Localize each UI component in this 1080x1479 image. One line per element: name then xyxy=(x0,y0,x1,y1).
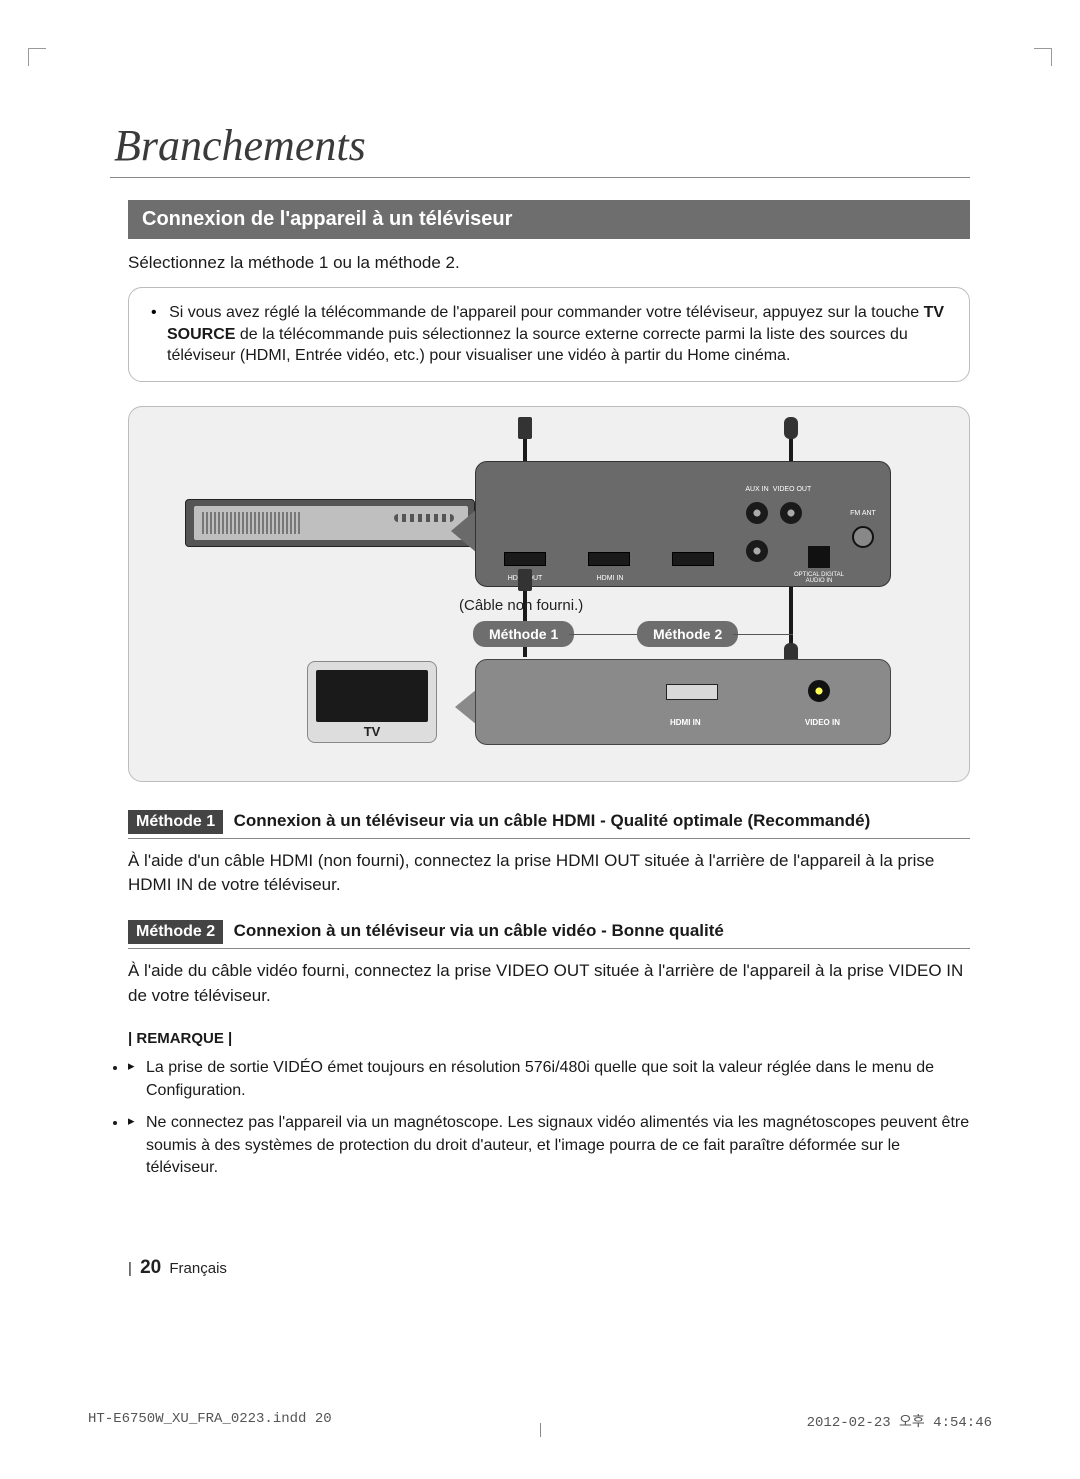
connector-line xyxy=(733,634,793,635)
connection-diagram: HDMI OUT HDMI IN AUX IN VIDEO OUT OPTICA… xyxy=(128,406,970,782)
method1-body: À l'aide d'un câble HDMI (non fourni), c… xyxy=(128,849,970,898)
device-illustration xyxy=(185,499,475,547)
method2-body: À l'aide du câble vidéo fourni, connecte… xyxy=(128,959,970,1008)
method2-tag: Méthode 2 xyxy=(128,920,223,944)
fm-ant-label: FM ANT xyxy=(846,510,880,582)
port-icon xyxy=(672,552,714,566)
callout-arrow-icon xyxy=(455,689,477,725)
optical-label: OPTICAL DIGITAL AUDIO IN xyxy=(790,572,848,584)
tv-hdmi-in-label: HDMI IN xyxy=(670,718,701,727)
crop-mark xyxy=(540,1423,541,1437)
remarks-heading: | REMARQUE | xyxy=(128,1030,970,1047)
tv-hdmi-in-port-icon xyxy=(666,684,718,700)
chapter-title: Branchements xyxy=(110,120,970,178)
remarks-list: La prise de sortie VIDÉO émet toujours e… xyxy=(128,1057,970,1179)
hdmi-in-label: HDMI IN xyxy=(584,575,636,582)
method1-tag: Méthode 1 xyxy=(128,810,223,834)
print-date: 2012-02-23 오후 4:54:46 xyxy=(807,1411,992,1431)
page-content: Branchements Connexion de l'appareil à u… xyxy=(110,120,970,1179)
intro-text: Sélectionnez la méthode 1 ou la méthode … xyxy=(128,253,970,273)
page-language: Français xyxy=(169,1260,227,1277)
tv-video-in-label: VIDEO IN xyxy=(805,718,840,727)
device-vents-icon xyxy=(202,512,302,534)
video-cable-icon xyxy=(789,431,793,461)
method2-title: Connexion à un téléviseur via un câble v… xyxy=(234,921,724,940)
section-heading: Connexion de l'appareil à un téléviseur xyxy=(128,200,970,239)
connector-line xyxy=(569,634,639,635)
tv-rear-panel: HDMI IN VIDEO IN xyxy=(475,659,891,745)
device-rear-panel: HDMI OUT HDMI IN AUX IN VIDEO OUT OPTICA… xyxy=(475,461,891,587)
print-file: HT-E6750W_XU_FRA_0223.indd 20 xyxy=(88,1411,332,1431)
page-number: 20 xyxy=(140,1257,161,1278)
hdmi-out-port-icon xyxy=(504,552,546,566)
tv-screen-icon xyxy=(316,670,428,722)
crop-mark xyxy=(28,48,46,66)
remark-item: Ne connectez pas l'appareil via un magné… xyxy=(128,1112,970,1179)
cable-not-supplied-note: (Câble non fourni.) xyxy=(459,597,583,614)
optical-port-icon xyxy=(808,546,830,568)
video-cable-icon xyxy=(789,587,793,657)
method2-pill: Méthode 2 xyxy=(637,621,738,647)
method1-pill: Méthode 1 xyxy=(473,621,574,647)
method2-heading: Méthode 2 Connexion à un téléviseur via … xyxy=(128,920,970,949)
hdmi-in-port-icon xyxy=(588,552,630,566)
tv-video-in-jack-icon xyxy=(808,680,830,702)
hdmi-cable-icon xyxy=(523,431,527,461)
tv-source-note-box: Si vous avez réglé la télécommande de l'… xyxy=(128,287,970,382)
crop-mark xyxy=(1034,48,1052,66)
aux-jack2-icon xyxy=(746,540,768,562)
tv-label: TV xyxy=(308,724,436,739)
callout-arrow-icon xyxy=(451,509,477,553)
note-part2: de la télécommande puis sélectionnez la … xyxy=(167,326,908,365)
tv-illustration: TV xyxy=(307,661,437,743)
page-footer: | 20 Français xyxy=(128,1257,227,1279)
method1-title: Connexion à un téléviseur via un câble H… xyxy=(234,811,871,830)
tv-source-note: Si vous avez réglé la télécommande de l'… xyxy=(167,302,949,367)
method1-heading: Méthode 1 Connexion à un téléviseur via … xyxy=(128,810,970,839)
note-part1: Si vous avez réglé la télécommande de l'… xyxy=(169,304,924,321)
remark-item: La prise de sortie VIDÉO émet toujours e… xyxy=(128,1057,970,1102)
device-buttons-icon xyxy=(394,514,454,522)
